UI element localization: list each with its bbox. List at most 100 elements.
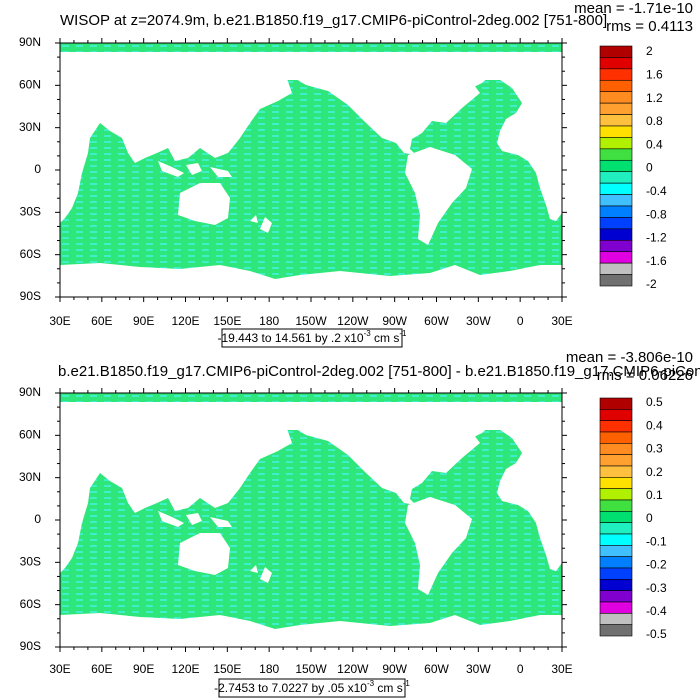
colorbar-box — [599, 409, 633, 421]
colorbar-label: 1.6 — [646, 67, 663, 81]
colorbar-box — [599, 601, 633, 614]
lon-label: 0 — [517, 662, 524, 676]
colorbar-box — [599, 159, 633, 173]
colorbar-box — [599, 431, 633, 444]
lon-label: 30E — [49, 662, 70, 676]
lon-label: 60W — [424, 314, 449, 328]
lat-label: 60S — [20, 597, 41, 611]
lon-label: 90W — [382, 662, 407, 676]
colorbar-box — [599, 125, 633, 138]
colorbar-label: -0.1 — [646, 534, 667, 548]
colorbar-box — [599, 454, 633, 467]
range-unit: cm s — [371, 331, 400, 345]
colorbar-box — [599, 443, 633, 455]
lon-label: 150W — [295, 662, 327, 676]
colorbar-box — [599, 205, 633, 218]
colorbar-label: 0.5 — [646, 395, 663, 409]
colorbar-box — [599, 465, 633, 478]
colorbar-box — [599, 68, 633, 81]
colorbar-box — [599, 613, 633, 625]
range-exp: -3 — [364, 329, 372, 338]
mean-stat: mean = -3.806e-10 — [566, 349, 693, 366]
lon-label: 150W — [295, 314, 327, 328]
colorbar-box — [599, 102, 633, 115]
lon-label: 120E — [171, 314, 199, 328]
colorbar-label: -1.2 — [646, 231, 667, 245]
colorbar-box — [599, 148, 633, 161]
range-unit-exp: -1 — [403, 679, 411, 688]
range-label: -19.443 to 14.561 by .2 x10-3 cm s-1 — [217, 329, 407, 345]
colorbar-box — [599, 217, 633, 230]
colorbar-box — [599, 262, 633, 275]
colorbar-box — [599, 624, 633, 637]
colorbar-box — [599, 274, 633, 287]
colorbar-label: 0.8 — [646, 114, 663, 128]
lon-label: 180 — [259, 314, 279, 328]
lat-label: 30S — [20, 205, 41, 219]
lat-label: 90N — [19, 385, 41, 399]
colorbar-box — [599, 194, 633, 207]
lon-label: 150E — [213, 314, 241, 328]
lat-label: 30N — [19, 120, 41, 134]
colorbar-label: 0.4 — [646, 418, 663, 432]
range-box — [218, 678, 406, 698]
colorbar-label: -1.6 — [646, 254, 667, 268]
colorbar-box — [599, 79, 633, 93]
lon-label: 120E — [171, 662, 199, 676]
colorbar-box — [599, 590, 633, 603]
colorbar-box — [599, 488, 633, 501]
colorbar-box — [599, 477, 633, 489]
lon-label: 90W — [382, 314, 407, 328]
colorbar-label: 0 — [646, 161, 653, 175]
lon-label: 180 — [259, 662, 279, 676]
lat-label: 30N — [19, 470, 41, 484]
lon-label: 30E — [49, 314, 70, 328]
lon-label: 120W — [337, 314, 369, 328]
lat-label: 90S — [20, 639, 41, 653]
panel-title: WISOP at z=2074.9m, b.e21.B1850.f19_g17.… — [60, 12, 607, 29]
colorbar-box — [599, 45, 633, 58]
colorbar-label: 0.3 — [646, 442, 663, 456]
colorbar-box — [599, 137, 633, 150]
panel: b.e21.B1850.f19_g17.CMIP6-piControl-2deg… — [19, 349, 700, 698]
colorbar-label: 0.4 — [646, 137, 663, 151]
colorbar-box — [599, 91, 633, 104]
lat-label: 0 — [34, 162, 41, 176]
colorbar-box — [599, 182, 633, 195]
colorbar-box — [599, 556, 633, 569]
colorbar-label: 1.2 — [646, 91, 663, 105]
colorbar-box — [599, 533, 633, 546]
range-label: -2.7453 to 7.0227 by .05 x10-3 cm s-1 — [214, 679, 410, 695]
colorbar-box — [599, 114, 633, 127]
range-text: -19.443 to 14.561 by .2 x10 — [217, 331, 363, 345]
range-box — [221, 328, 403, 348]
colorbar-box — [599, 239, 633, 253]
lat-label: 0 — [34, 512, 41, 526]
lon-label: 30W — [466, 662, 491, 676]
lat-label: 60S — [20, 247, 41, 261]
colorbar-box — [599, 228, 633, 241]
colorbar-label: 0.2 — [646, 465, 663, 479]
colorbar-label: -0.2 — [646, 558, 667, 572]
lon-label: 30E — [551, 662, 572, 676]
range-text: -2.7453 to 7.0227 by .05 x10 — [214, 681, 367, 695]
colorbar-label: -0.4 — [646, 184, 667, 198]
lon-label: 150E — [213, 662, 241, 676]
range-unit: cm s — [374, 681, 403, 695]
colorbar-box — [599, 511, 633, 523]
lat-label: 30S — [20, 555, 41, 569]
colorbar-box — [599, 171, 633, 184]
lon-label: 0 — [517, 314, 524, 328]
colorbar-label: 0.1 — [646, 488, 663, 502]
lon-label: 60E — [91, 662, 112, 676]
panel: WISOP at z=2074.9m, b.e21.B1850.f19_g17.… — [19, 0, 693, 348]
lon-label: 90E — [133, 662, 154, 676]
colorbar-box — [599, 579, 633, 591]
panel-title: b.e21.B1850.f19_g17.CMIP6-piControl-2deg… — [58, 363, 700, 380]
colorbar-box — [599, 251, 633, 264]
map — [60, 43, 562, 297]
rms-stat: rms = 0.4113 — [606, 18, 693, 35]
